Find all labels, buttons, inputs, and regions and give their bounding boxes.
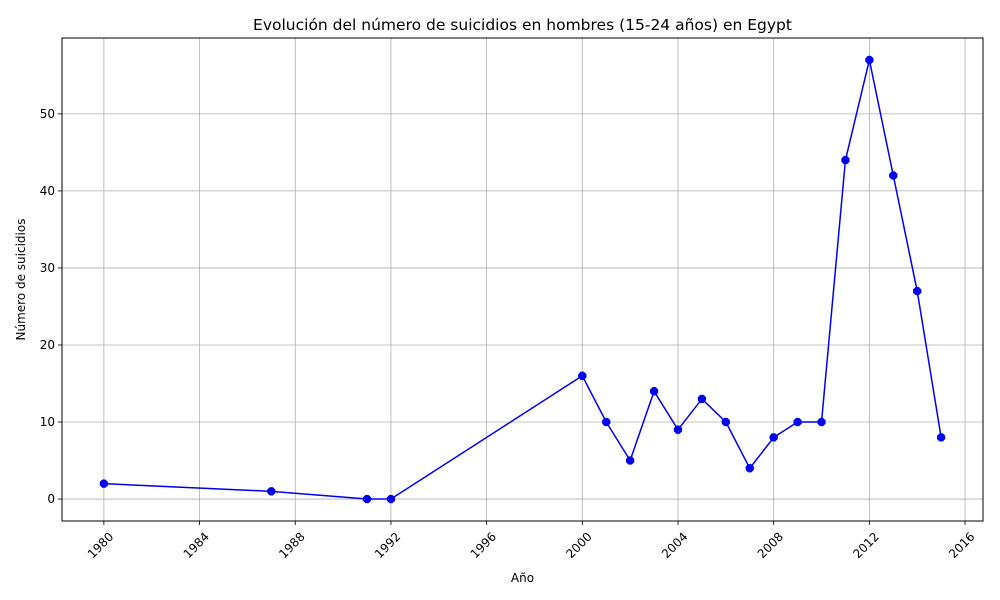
y-tick-label: 50 (40, 107, 55, 121)
data-point (889, 171, 898, 180)
series-line (103, 59, 942, 500)
y-tick-label: 0 (47, 492, 55, 506)
data-point (913, 286, 922, 296)
y-axis-label: Número de suicidios (14, 219, 28, 341)
data-point (817, 417, 826, 427)
data-point (362, 494, 372, 504)
data-point (793, 417, 802, 427)
grid-lines (62, 38, 983, 521)
data-point (602, 417, 611, 427)
data-point (386, 494, 396, 504)
data-point (578, 371, 587, 380)
data-point (673, 425, 683, 434)
data-point (626, 456, 635, 465)
data-point (937, 433, 946, 442)
y-tick-label: 10 (40, 415, 55, 429)
y-tick-label: 20 (40, 338, 55, 352)
y-tick-label: 30 (40, 261, 55, 275)
data-point (841, 155, 850, 165)
data-point (865, 55, 874, 65)
data-point (745, 464, 754, 473)
data-point (99, 479, 108, 488)
data-point (697, 394, 707, 404)
x-axis-label: Año (511, 571, 534, 585)
data-point (721, 417, 730, 427)
chart-title: Evolución del número de suicidios en hom… (253, 16, 792, 34)
data-point (649, 387, 659, 396)
data-point (267, 487, 276, 496)
series-layer (99, 55, 946, 504)
y-tick-label: 40 (40, 184, 55, 198)
data-point (769, 433, 778, 442)
plot-frame (61, 37, 984, 522)
